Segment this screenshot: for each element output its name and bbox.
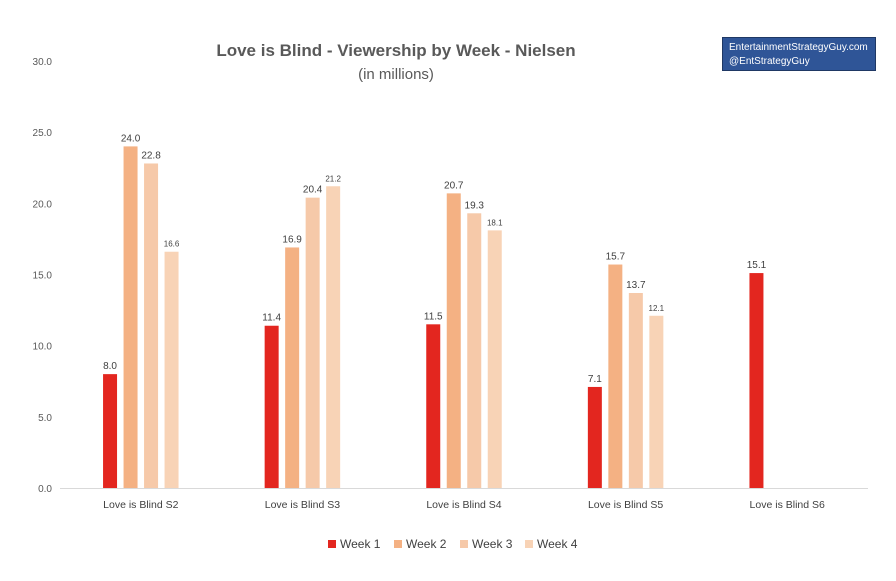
- category-label: Love is Blind S6: [750, 499, 825, 511]
- category-label: Love is Blind S4: [426, 499, 501, 511]
- data-label: 20.4: [303, 185, 323, 196]
- bar-week-1: [264, 325, 279, 488]
- legend-label: Week 3: [472, 537, 513, 551]
- data-label: 11.4: [262, 313, 281, 324]
- source-badge: EntertainmentStrategyGuy.com @EntStrateg…: [722, 37, 876, 71]
- data-label: 24.0: [121, 133, 141, 144]
- legend-label: Week 1: [340, 537, 381, 551]
- data-label: 16.9: [282, 234, 302, 245]
- legend-label: Week 2: [406, 537, 447, 551]
- data-label: 15.1: [747, 260, 767, 271]
- data-label: 11.5: [424, 311, 443, 322]
- legend-label: Week 4: [537, 537, 578, 551]
- data-label: 16.6: [164, 240, 180, 249]
- legend-swatch: [328, 540, 336, 548]
- category-label: Love is Blind S2: [103, 499, 178, 511]
- twitter-handle: @EntStrategyGuy: [729, 56, 810, 67]
- bar-week-3: [628, 293, 643, 488]
- data-label: 12.1: [649, 304, 665, 313]
- legend-swatch: [460, 540, 468, 548]
- legend: Week 1 Week 2 Week 3 Week 4: [328, 537, 578, 551]
- data-label: 20.7: [444, 180, 464, 191]
- bar-week-4: [164, 251, 179, 488]
- data-label: 18.1: [487, 218, 503, 227]
- data-label: 15.7: [606, 252, 626, 263]
- bar-week-4: [487, 230, 502, 489]
- y-tick-label: 30.0: [33, 57, 53, 68]
- data-label: 7.1: [588, 374, 602, 385]
- y-tick-label: 25.0: [33, 128, 53, 139]
- website-label: EntertainmentStrategyGuy.com: [729, 42, 868, 53]
- data-label: 19.3: [465, 200, 485, 211]
- y-tick-label: 10.0: [33, 342, 53, 353]
- bar-week-1: [587, 386, 602, 488]
- bar-week-2: [123, 146, 138, 488]
- legend-swatch: [394, 540, 402, 548]
- bar-week-2: [285, 247, 300, 488]
- category-label: Love is Blind S5: [588, 499, 663, 511]
- bar-week-4: [649, 315, 664, 488]
- bar-week-1: [426, 324, 441, 488]
- data-label: 8.0: [103, 361, 117, 372]
- bar-week-2: [608, 264, 623, 488]
- chart-subtitle: (in millions): [358, 66, 434, 83]
- bar-week-4: [326, 186, 341, 488]
- bars-group: 8.024.022.816.611.416.920.421.211.520.71…: [103, 133, 767, 489]
- bar-week-1: [103, 374, 118, 488]
- bar-week-1: [749, 273, 764, 488]
- bar-week-3: [467, 213, 482, 488]
- legend-swatch: [525, 540, 533, 548]
- data-label: 13.7: [626, 280, 646, 291]
- y-tick-label: 5.0: [38, 413, 52, 424]
- category-label: Love is Blind S3: [265, 499, 340, 511]
- x-axis: Love is Blind S2 Love is Blind S3 Love is …: [60, 488, 868, 511]
- data-label: 21.2: [325, 174, 341, 183]
- data-label: 22.8: [141, 150, 161, 161]
- y-axis: 0.0 5.0 10.0 15.0 20.0 25.0 30.0: [33, 57, 53, 495]
- bar-week-2: [446, 193, 461, 488]
- bar-week-3: [305, 197, 320, 488]
- y-tick-label: 0.0: [38, 484, 52, 495]
- bar-week-3: [144, 163, 159, 489]
- y-tick-label: 20.0: [33, 199, 53, 210]
- y-tick-label: 15.0: [33, 271, 53, 282]
- chart-title: Love is Blind - Viewership by Week - Nie…: [216, 41, 575, 60]
